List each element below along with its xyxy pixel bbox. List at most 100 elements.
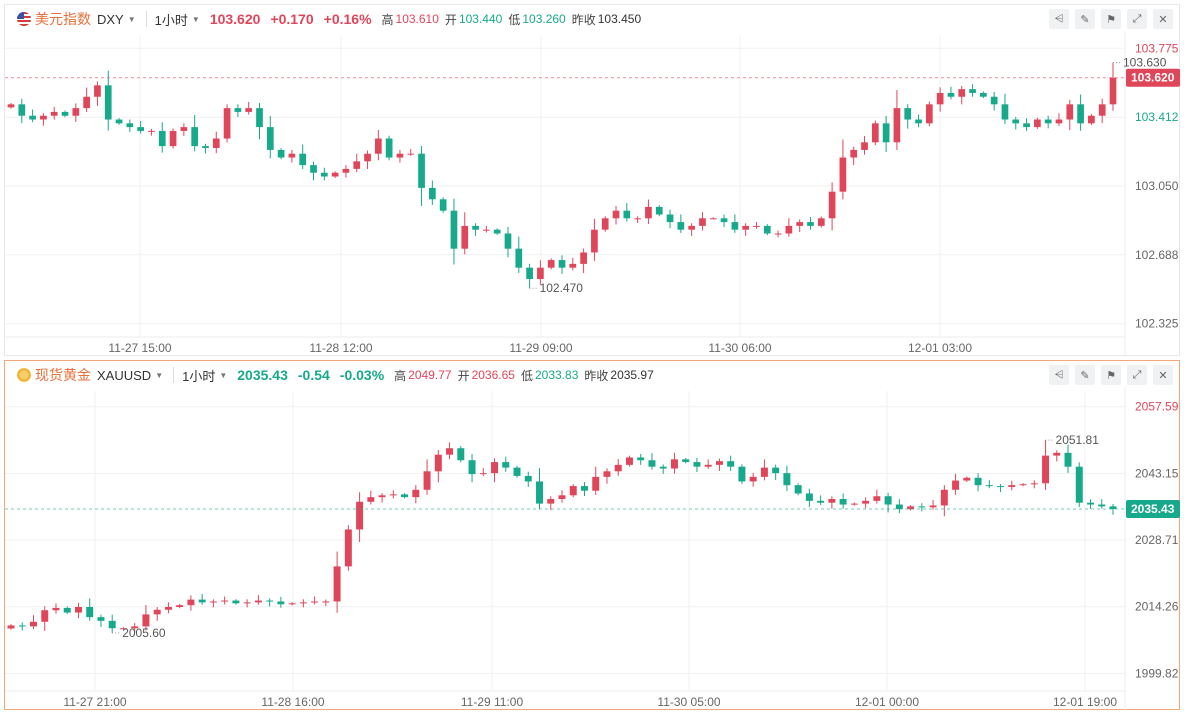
candle [850,146,858,166]
candle [483,225,490,233]
candle [1098,499,1106,509]
y-tick-label: 103.412 [1135,110,1179,124]
candle [677,214,685,233]
candle [547,496,555,511]
candle [364,150,371,169]
low-value: 2033.83 [534,368,579,382]
prev-close-label: 昨收 [571,12,596,27]
indicator-icon[interactable]: ⚑ [1101,365,1121,385]
chevron-down-icon[interactable]: ▼ [155,370,164,380]
candle [41,606,49,631]
x-tick-label: 11-29 09:00 [509,341,572,355]
candle [612,205,620,225]
instrument-name[interactable]: 美元指数 [35,11,91,27]
candle [288,602,296,606]
chevron-down-icon[interactable]: ▼ [127,14,136,24]
prev-close-value: 2035.97 [610,368,654,382]
interval-selector[interactable]: 1小时 [182,368,216,384]
candle [232,599,240,605]
x-tick-label: 11-28 16:00 [261,695,324,709]
candle [385,135,393,161]
candle [86,598,94,621]
candle [212,131,220,154]
candle [1109,62,1117,111]
candle [581,482,588,496]
candle [407,148,415,156]
chevron-down-icon[interactable]: ▼ [191,14,200,24]
instrument-symbol[interactable]: XAUUSD [97,367,152,383]
candle [299,144,307,169]
xau-chart-panel[interactable]: 现货黄金 XAUUSD ▼ 1小时 ▼ 2035.43 -0.54 -0.03%… [4,360,1181,711]
candle [40,113,47,126]
candle [310,161,317,181]
line-style-icon[interactable]: ⩤ [1049,365,1069,385]
candle [378,493,386,503]
dxy-chart-panel[interactable]: 美元指数 DXY ▼ 1小时 ▼ 103.620 +0.170 +0.16% 高… [4,4,1181,357]
chevron-down-icon[interactable]: ▼ [219,370,228,380]
candle [592,466,600,495]
high-value: 103.610 [395,12,439,26]
indicator-icon[interactable]: ⚑ [1101,9,1121,29]
candle [401,493,409,499]
candle [209,599,217,608]
candle [760,459,768,481]
draw-icon[interactable]: ✎ [1075,9,1095,29]
candle [727,455,735,471]
candle [356,492,364,542]
instrument-symbol[interactable]: DXY [97,11,124,27]
candle [958,85,966,105]
candle [861,136,868,155]
candle [738,464,746,484]
high-marker-label: 103.630 [1123,56,1167,70]
close-icon[interactable]: ✕ [1153,365,1173,385]
candle [1030,480,1038,489]
expand-icon[interactable]: ⤢ [1127,9,1147,29]
candle [148,128,155,136]
low-marker-label: 2005.60 [122,626,166,640]
expand-icon[interactable]: ⤢ [1127,365,1147,385]
chart-toolbar: ⩤ ✎ ⚑ ⤢ ✕ [1049,365,1173,385]
line-style-icon[interactable]: ⩤ [1049,9,1069,29]
close-icon[interactable]: ✕ [1153,9,1173,29]
candle [158,122,166,153]
candle [198,593,206,605]
draw-icon[interactable]: ✎ [1075,365,1095,385]
last-price-badge [1126,68,1180,87]
candle [753,222,760,229]
candle [515,236,523,273]
candle [915,114,922,128]
candle [873,489,881,504]
candle [504,226,512,258]
candle [187,595,195,611]
low-label: 低 [508,12,521,27]
candle [884,492,892,513]
candle [850,502,858,506]
candle [783,465,791,491]
candle [1055,113,1063,126]
candle [1042,440,1050,490]
last-price-badge-text: 2035.43 [1131,502,1175,516]
xau-header: 现货黄金 XAUUSD ▼ 1小时 ▼ 2035.43 -0.54 -0.03%… [5,361,1181,389]
candle [558,490,566,503]
y-tick-label: 2014.26 [1135,600,1179,614]
xau-candlestick-chart[interactable]: 2057.59 2043.15 2028.71 2014.26 1999.82 11-27… [5,361,1181,711]
candle [320,167,328,181]
us-flag-icon [17,12,31,26]
divider [145,11,147,27]
candle [418,146,425,206]
candle [1109,503,1117,515]
dxy-candlestick-chart[interactable]: 103.775 103.412 103.050 102.688 102.325 11-27… [5,5,1181,357]
candle [479,468,487,477]
candle [699,212,706,231]
candle [18,622,26,631]
candle [603,468,611,484]
candle [1019,483,1027,487]
instrument-name[interactable]: 现货黄金 [35,367,91,383]
candle [1053,450,1061,462]
candle [277,148,285,160]
candle [446,442,454,460]
candle [367,490,375,505]
candle [828,496,836,509]
candle [52,603,60,614]
interval-selector[interactable]: 1小时 [154,12,188,28]
